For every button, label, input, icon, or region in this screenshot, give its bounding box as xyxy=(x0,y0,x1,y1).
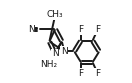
Text: F: F xyxy=(78,25,84,34)
Text: F: F xyxy=(78,69,84,78)
Text: N: N xyxy=(28,25,34,34)
Text: CH₃: CH₃ xyxy=(47,10,63,19)
Text: F: F xyxy=(95,25,100,34)
Text: F: F xyxy=(95,69,100,78)
Text: NH₂: NH₂ xyxy=(40,60,57,69)
Text: N: N xyxy=(61,47,68,56)
Text: N: N xyxy=(52,49,59,58)
